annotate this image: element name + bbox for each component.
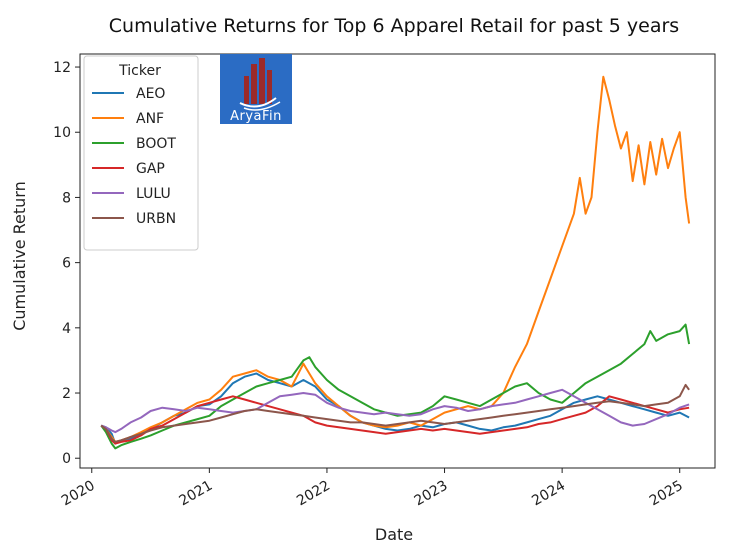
y-tick-label: 10	[53, 125, 71, 141]
aryafin-logo: AryaFin	[220, 54, 292, 124]
legend-label-lulu: LULU	[136, 186, 171, 202]
chart-title: Cumulative Returns for Top 6 Apparel Ret…	[109, 15, 679, 37]
legend-label-gap: GAP	[136, 161, 165, 177]
x-tick-label: 2021	[176, 478, 215, 510]
legend-items: AEO ANF BOOT GAP LULU URBN	[92, 86, 176, 227]
y-tick-label: 6	[62, 256, 71, 272]
legend-label-boot: BOOT	[136, 136, 176, 152]
y-tick-label: 4	[62, 321, 71, 337]
y-tick-label: 12	[53, 60, 71, 76]
x-tick-label: 2024	[529, 478, 568, 510]
y-axis-title: Cumulative Return	[10, 181, 29, 331]
logo-buildings-icon	[239, 58, 281, 111]
legend-label-aeo: AEO	[136, 86, 165, 102]
series-line-urbn	[100, 383, 690, 443]
series-line-anf	[100, 75, 691, 443]
legend-label-anf: ANF	[136, 111, 164, 127]
plot-area	[79, 53, 716, 469]
x-tick-label: 2025	[647, 478, 686, 510]
logo-text: AryaFin	[230, 109, 282, 124]
series-line-gap	[100, 395, 690, 445]
y-tick-label: 8	[62, 190, 71, 206]
series-layer	[100, 75, 691, 450]
legend-label-urbn: URBN	[136, 211, 176, 227]
x-tick-label: 2023	[412, 478, 451, 510]
x-tick-label: 2020	[59, 478, 98, 510]
x-axis: 2020 2021 2022 2023 2024 2025	[59, 468, 686, 509]
y-tick-label: 2	[62, 386, 71, 402]
legend-title: Ticker	[118, 63, 161, 79]
legend: Ticker AEO ANF BOOT GAP LULU URBN	[83, 55, 199, 251]
x-axis-title: Date	[375, 525, 413, 544]
x-tick-label: 2022	[294, 478, 333, 510]
legend-box	[83, 55, 199, 251]
y-tick-label: 0	[62, 451, 71, 467]
y-axis: 0 2 4 6 8 10 12	[53, 60, 80, 467]
plot-frame	[79, 53, 716, 469]
